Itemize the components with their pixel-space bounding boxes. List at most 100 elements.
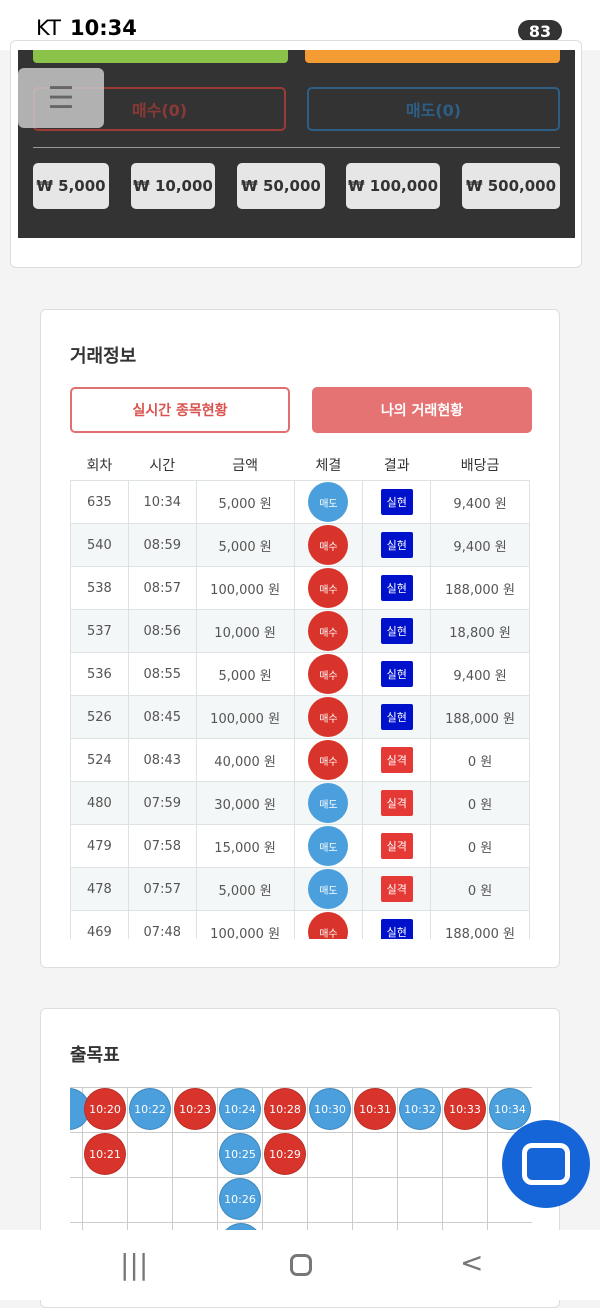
result-badge: 실격 bbox=[380, 876, 413, 902]
amount-button[interactable]: ₩ 5,000 bbox=[33, 163, 109, 209]
ball: 10:29 bbox=[264, 1133, 306, 1175]
ball: 10:32 bbox=[399, 1088, 441, 1130]
ball: 10:25 bbox=[219, 1133, 261, 1175]
tab[interactable]: 실시간 종목현황 bbox=[70, 387, 290, 433]
cell: 536 bbox=[70, 652, 129, 696]
amount-button[interactable]: ₩ 10,000 bbox=[131, 163, 215, 209]
row: 480 07:59 30,000 원 매도 실격 0 원 bbox=[70, 781, 530, 825]
cell: 538 bbox=[70, 566, 129, 610]
cell: 07:57 bbox=[127, 867, 197, 911]
cell: 188,000 원 bbox=[430, 566, 530, 610]
ball: 10:20 bbox=[84, 1088, 126, 1130]
clock: 10:34 bbox=[70, 16, 137, 40]
cell: 5,000 원 bbox=[195, 652, 295, 696]
tab[interactable]: 나의 거래현황 bbox=[312, 387, 532, 433]
cell: 0 원 bbox=[430, 867, 530, 911]
header-row: 회차 시간 금액 체결 결과 배당금 bbox=[71, 450, 530, 481]
cell: 실현 bbox=[362, 695, 432, 739]
side-badge: 매도 bbox=[308, 869, 349, 909]
divider bbox=[33, 147, 560, 148]
cell: 9,400 원 bbox=[430, 652, 530, 696]
cell: 07:48 bbox=[127, 910, 197, 939]
cell: 15,000 원 bbox=[195, 824, 295, 868]
cell: 실격 bbox=[362, 824, 432, 868]
cell: 100,000 원 bbox=[195, 695, 295, 739]
cell: 5,000 원 bbox=[195, 523, 295, 567]
chat-icon bbox=[522, 1143, 570, 1185]
header-cell: 시간 bbox=[149, 458, 176, 474]
cell: 18,800 원 bbox=[430, 609, 530, 653]
side-badge: 매수 bbox=[308, 697, 349, 737]
cell: 매수 bbox=[293, 652, 364, 696]
nav-bar: ||| < bbox=[0, 1230, 600, 1300]
row: 536 08:55 5,000 원 매수 실현 9,400 원 bbox=[70, 652, 530, 696]
cell: 실현 bbox=[362, 652, 432, 696]
header-cell: 결과 bbox=[383, 458, 410, 474]
home-button[interactable] bbox=[290, 1254, 312, 1276]
cell: 08:43 bbox=[127, 738, 197, 782]
carrier: KT bbox=[36, 16, 61, 40]
menu-button[interactable]: ☰ bbox=[18, 68, 104, 128]
cell: 매수 bbox=[293, 523, 364, 567]
row: 635 10:34 5,000 원 매도 실현 9,400 원 bbox=[70, 480, 530, 524]
sell-button[interactable]: 매도(0) bbox=[307, 87, 560, 131]
cell: 478 bbox=[70, 867, 129, 911]
row: 469 07:48 100,000 원 매수 실현 188,000 원 bbox=[70, 910, 530, 939]
side-badge: 매수 bbox=[308, 525, 349, 565]
ball: 10:22 bbox=[129, 1088, 171, 1130]
cell: 10:34 bbox=[127, 480, 197, 524]
cell: 540 bbox=[70, 523, 129, 567]
board: 10:20 10:21 10:22 10:23 10:24 10:25 10:26 10:28… bbox=[70, 1087, 532, 1231]
cell: 30,000 원 bbox=[195, 781, 295, 825]
result-badge: 실현 bbox=[380, 618, 413, 644]
header-cell: 체결 bbox=[315, 458, 342, 474]
section-title: 출목표 bbox=[70, 1045, 120, 1066]
row: 479 07:58 15,000 원 매도 실격 0 원 bbox=[70, 824, 530, 868]
row: 526 08:45 100,000 원 매수 실현 188,000 원 bbox=[70, 695, 530, 739]
amount-button[interactable]: ₩ 100,000 bbox=[346, 163, 440, 209]
trade-card: 거래정보 실시간 종목현황 나의 거래현황 회차 시간 금액 체결 결과 배당금 635 10… bbox=[40, 309, 560, 968]
cell: 실현 bbox=[362, 910, 432, 939]
cell: 매수 bbox=[293, 695, 364, 739]
cell: 실현 bbox=[362, 480, 432, 524]
ball: 10:31 bbox=[354, 1088, 396, 1130]
amount-button[interactable]: ₩ 500,000 bbox=[462, 163, 560, 209]
row: 540 08:59 5,000 원 매수 실현 9,400 원 bbox=[70, 523, 530, 567]
cell: 매수 bbox=[293, 609, 364, 653]
amount-button[interactable]: ₩ 50,000 bbox=[237, 163, 325, 209]
cell: 5,000 원 bbox=[195, 480, 295, 524]
cell: 08:55 bbox=[127, 652, 197, 696]
cell: 0 원 bbox=[430, 738, 530, 782]
section-title: 거래정보 bbox=[70, 346, 137, 367]
recent-button[interactable]: ||| bbox=[120, 1248, 149, 1281]
back-button[interactable]: < bbox=[460, 1246, 484, 1279]
order-panel: 매수(0) 매도(0) ₩ 5,000 ₩ 10,000 ₩ 50,000 ₩ 100… bbox=[18, 50, 575, 238]
cell: 07:59 bbox=[127, 781, 197, 825]
cell: 실현 bbox=[362, 523, 432, 567]
cell: 479 bbox=[70, 824, 129, 868]
ball: 10:33 bbox=[444, 1088, 486, 1130]
side-badge: 매도 bbox=[308, 482, 349, 522]
chat-button[interactable] bbox=[502, 1120, 590, 1208]
ball: 10:34 bbox=[489, 1088, 531, 1130]
cell: 08:45 bbox=[127, 695, 197, 739]
row: 538 08:57 100,000 원 매수 실현 188,000 원 bbox=[70, 566, 530, 610]
cell: 매수 bbox=[293, 738, 364, 782]
cell: 실격 bbox=[362, 867, 432, 911]
cell: 480 bbox=[70, 781, 129, 825]
cell: 0 원 bbox=[430, 824, 530, 868]
cell: 100,000 원 bbox=[195, 566, 295, 610]
ball: 10:24 bbox=[219, 1088, 261, 1130]
row: 524 08:43 40,000 원 매수 실격 0 원 bbox=[70, 738, 530, 782]
ball: 10:23 bbox=[174, 1088, 216, 1130]
cell: 524 bbox=[70, 738, 129, 782]
cell: 실격 bbox=[362, 781, 432, 825]
battery: 83 bbox=[518, 20, 562, 42]
cell: 08:59 bbox=[127, 523, 197, 567]
side-badge: 매수 bbox=[308, 568, 349, 608]
result-badge: 실현 bbox=[380, 704, 413, 730]
cell: 실현 bbox=[362, 566, 432, 610]
